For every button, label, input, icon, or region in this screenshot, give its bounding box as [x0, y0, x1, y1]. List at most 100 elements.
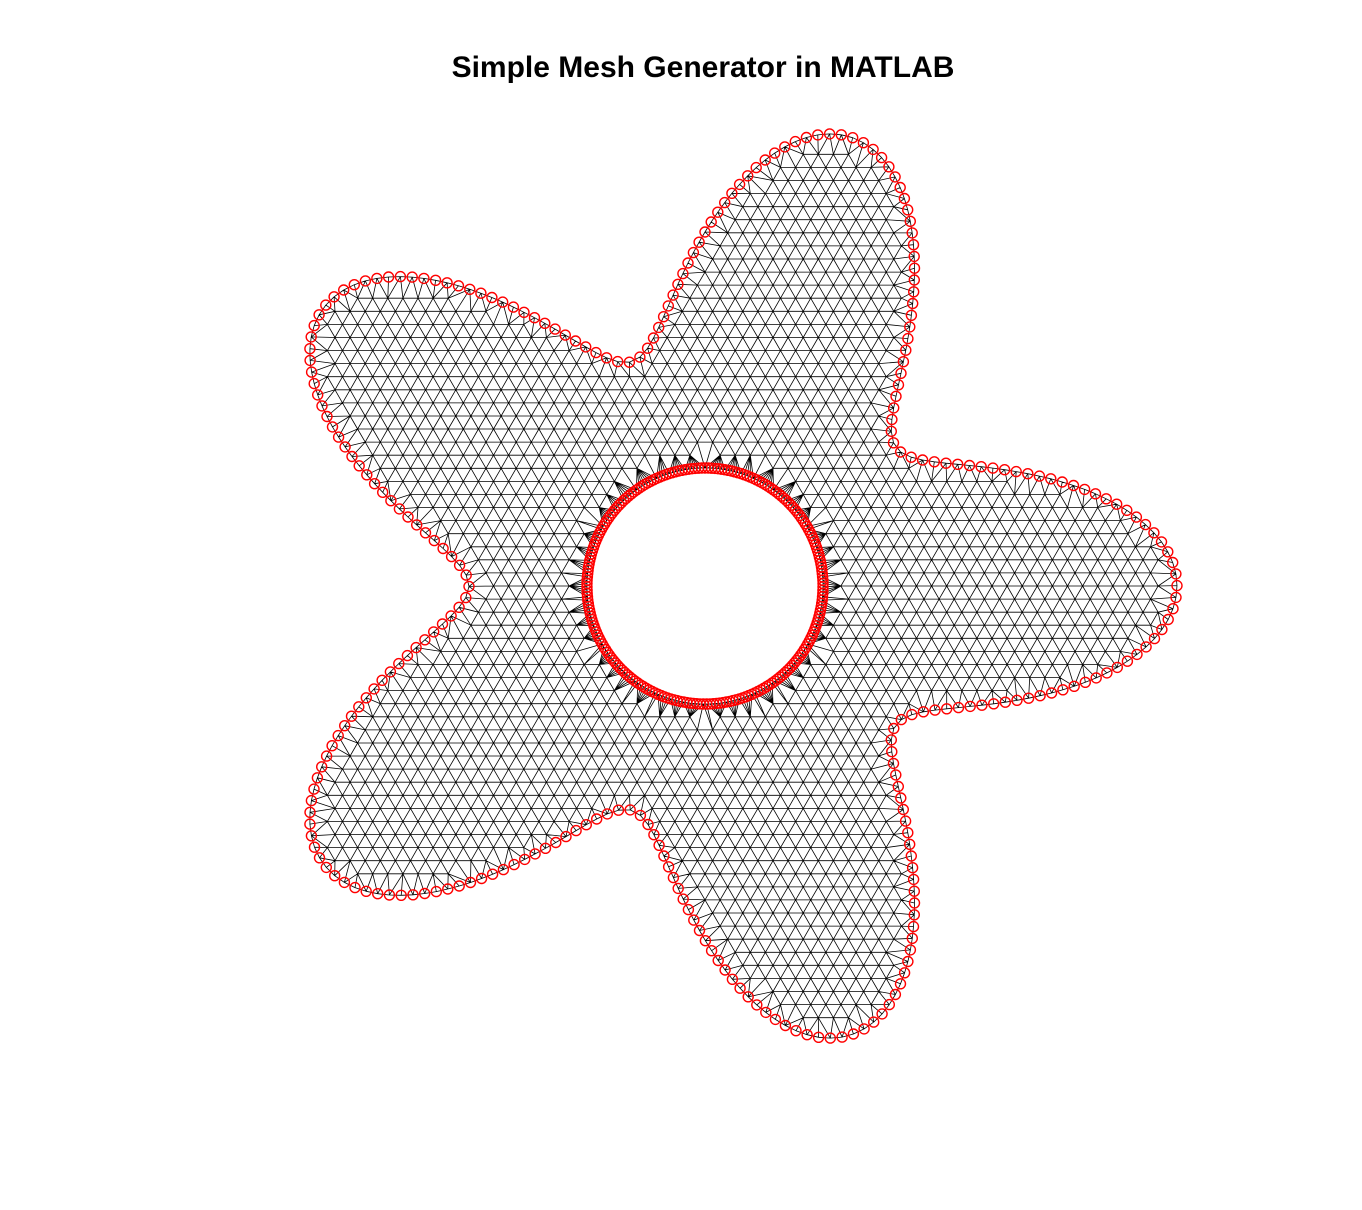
outer-boundary-node-marker	[719, 196, 731, 209]
outer-boundary-node-marker	[687, 246, 700, 259]
outer-boundary-node-marker	[497, 296, 509, 308]
outer-boundary-node-marker	[760, 1006, 772, 1019]
outer-boundary-node-marker	[338, 876, 351, 889]
outer-boundary-node-marker	[1090, 672, 1102, 684]
outer-boundary-node-marker	[902, 827, 914, 839]
outer-boundary-node-marker	[590, 346, 602, 359]
outer-boundary-node-marker	[712, 206, 724, 218]
outer-boundary-node-marker	[892, 379, 905, 391]
outer-boundary-node-marker	[418, 272, 430, 285]
outer-boundary-node-marker	[453, 880, 465, 892]
outer-boundary-node-marker	[908, 250, 920, 263]
outer-boundary-node-marker	[539, 317, 551, 329]
inner-boundary-node-marker	[598, 641, 610, 653]
outer-boundary-node-marker	[908, 897, 921, 909]
outer-boundary-node-marker	[667, 289, 679, 301]
outer-boundary-node-marker	[442, 883, 454, 895]
outer-boundary-node-marker	[329, 870, 341, 882]
outer-boundary-node-marker	[657, 311, 670, 323]
outer-boundary-node-marker	[885, 425, 897, 437]
outer-boundary-node-marker	[320, 299, 332, 311]
outer-boundary-node-marker	[311, 772, 324, 784]
outer-boundary-node-marker	[906, 227, 918, 239]
outer-boundary-node-marker	[1010, 465, 1022, 478]
outer-boundary-node-marker	[928, 456, 940, 468]
outer-boundary-node-marker	[406, 271, 418, 283]
outer-boundary-node-marker	[904, 838, 916, 850]
outer-boundary-node-marker	[682, 903, 695, 916]
outer-boundary-node-marker	[886, 746, 898, 758]
outer-boundary-node-marker	[539, 842, 552, 854]
outer-boundary-node-marker	[712, 954, 724, 967]
outer-boundary-node-marker	[1131, 648, 1143, 661]
outer-boundary-node-marker	[705, 216, 717, 228]
outer-boundary-node-marker	[907, 297, 919, 310]
outer-boundary-node-marker	[907, 920, 920, 933]
outer-boundary-node-marker	[812, 1031, 825, 1044]
outer-boundary-node-marker	[316, 761, 328, 773]
outer-boundary-node-marker	[1056, 476, 1068, 488]
outer-boundary-node-marker	[899, 815, 912, 827]
outer-boundary-node-marker	[360, 692, 372, 704]
outer-boundary-node-marker	[1067, 479, 1080, 492]
outer-boundary-node-marker	[789, 135, 801, 148]
outer-boundary-node-marker	[857, 136, 870, 149]
outer-boundary-node-marker	[346, 450, 358, 463]
outer-boundary-node-marker	[382, 271, 395, 283]
outer-boundary-node-marker	[895, 792, 907, 804]
outer-boundary-node-marker	[677, 893, 689, 905]
outer-boundary-node-marker	[349, 881, 361, 894]
outer-boundary-node-marker	[304, 806, 316, 818]
outer-boundary-node-marker	[916, 454, 929, 466]
outer-boundary-node-marker	[908, 274, 920, 286]
outer-boundary-node-marker	[313, 309, 325, 321]
outer-boundary-node-marker	[353, 701, 365, 713]
outer-boundary-node-marker	[964, 700, 976, 713]
outer-boundary-node-marker	[1110, 498, 1123, 510]
outer-boundary-node-marker	[759, 154, 771, 166]
outer-boundary-node-marker	[734, 982, 746, 994]
outer-boundary-node-marker	[428, 626, 440, 638]
outer-boundary-node-marker	[908, 286, 920, 298]
outer-boundary-node-marker	[889, 988, 902, 1001]
outer-boundary-node-marker	[429, 274, 442, 286]
outer-boundary-node-marker	[887, 757, 900, 770]
outer-boundary-node-marker	[658, 850, 670, 862]
outer-boundary-node-marker	[742, 991, 754, 1003]
outer-boundary-node-marker	[1148, 632, 1161, 645]
outer-boundary-node-marker	[662, 300, 674, 312]
outer-boundary-node-marker	[898, 967, 911, 979]
outer-boundary-node-marker	[858, 1023, 870, 1035]
outer-boundary-node-marker	[682, 257, 694, 269]
outer-boundary-node-marker	[1170, 568, 1182, 580]
outer-boundary-node-marker	[304, 354, 316, 367]
outer-boundary-node-marker	[929, 704, 941, 716]
outer-boundary-node-marker	[368, 478, 381, 490]
outer-boundary-node-marker	[1045, 473, 1057, 485]
inner-boundary-node-marker	[702, 462, 714, 474]
outer-boundary-node-marker	[889, 171, 901, 183]
outer-boundary-node-marker	[580, 341, 592, 353]
outer-boundary-node-marker	[320, 861, 332, 874]
outer-boundary-node-marker	[677, 267, 689, 280]
outer-boundary-node-marker	[742, 170, 754, 182]
outer-boundary-node-marker	[345, 710, 358, 722]
outer-boundary-node-marker	[460, 591, 472, 604]
outer-boundary-node-marker	[360, 885, 372, 897]
outer-boundary-node-marker	[401, 649, 414, 662]
outer-boundary-node-marker	[1140, 641, 1152, 653]
outer-boundary-node-marker	[662, 861, 675, 873]
outer-boundary-node-marker	[898, 192, 911, 205]
outer-boundary-node-marker	[750, 161, 762, 174]
outer-boundary-node-marker	[847, 131, 859, 144]
outer-boundary-node-marker	[906, 932, 918, 944]
outer-boundary-node-marker	[940, 457, 952, 469]
outer-boundary-node-marker	[779, 141, 791, 153]
outer-boundary-node-marker	[1079, 676, 1092, 688]
outer-boundary-node-marker	[371, 272, 383, 285]
outer-boundary-node-marker	[904, 321, 916, 333]
outer-boundary-node-marker	[332, 729, 344, 742]
outer-boundary-node-marker	[642, 818, 654, 831]
outer-boundary-node-marker	[361, 469, 373, 481]
plot-title: Simple Mesh Generator in MATLAB	[451, 51, 955, 84]
